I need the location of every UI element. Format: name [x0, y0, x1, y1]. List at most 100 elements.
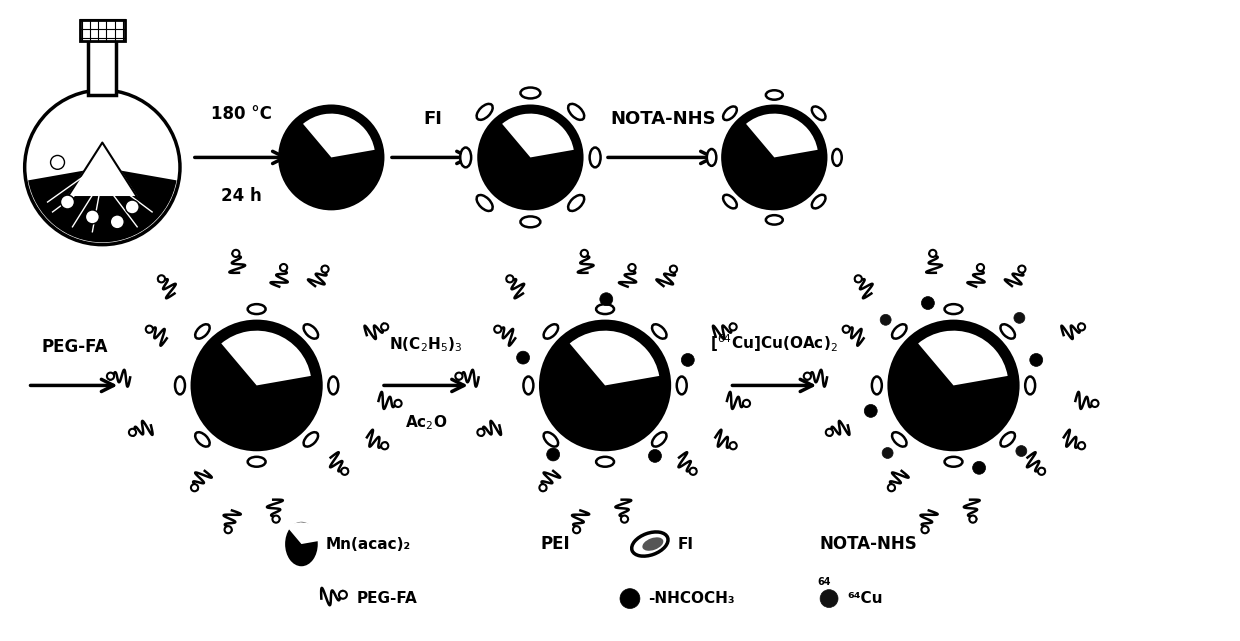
Ellipse shape — [652, 324, 667, 338]
Text: FI: FI — [423, 110, 443, 128]
Circle shape — [880, 314, 892, 325]
Circle shape — [854, 275, 862, 283]
Circle shape — [192, 321, 321, 450]
Circle shape — [743, 400, 750, 407]
Circle shape — [921, 297, 935, 310]
Text: PEG-FA: PEG-FA — [41, 338, 108, 356]
Circle shape — [339, 591, 347, 599]
Circle shape — [729, 323, 737, 331]
Text: Mn₃: Mn₃ — [753, 156, 780, 169]
Ellipse shape — [590, 147, 600, 167]
Circle shape — [729, 442, 737, 449]
Ellipse shape — [642, 537, 663, 551]
Text: Mn(acac)₂: Mn(acac)₂ — [325, 537, 410, 551]
Text: Mn₃: Mn₃ — [510, 156, 536, 169]
Circle shape — [1018, 265, 1025, 272]
Wedge shape — [746, 113, 817, 158]
Ellipse shape — [460, 147, 471, 167]
Ellipse shape — [476, 104, 492, 120]
Text: Mn₃: Mn₃ — [579, 385, 611, 399]
Circle shape — [129, 429, 136, 436]
Wedge shape — [288, 522, 322, 544]
Wedge shape — [502, 113, 574, 158]
Text: ⁶⁴Cu: ⁶⁴Cu — [847, 591, 883, 606]
Circle shape — [495, 326, 501, 333]
Wedge shape — [29, 167, 176, 242]
Text: Ac$_2$O: Ac$_2$O — [404, 413, 448, 432]
Circle shape — [681, 353, 694, 367]
Ellipse shape — [568, 104, 584, 120]
Circle shape — [341, 468, 348, 475]
Circle shape — [580, 250, 588, 257]
Circle shape — [110, 215, 124, 229]
Ellipse shape — [723, 195, 737, 208]
Circle shape — [723, 106, 826, 209]
Ellipse shape — [1001, 432, 1016, 447]
Wedge shape — [303, 113, 374, 158]
Circle shape — [843, 326, 849, 333]
Ellipse shape — [892, 432, 906, 447]
Circle shape — [621, 515, 627, 522]
Circle shape — [1078, 442, 1085, 449]
Ellipse shape — [523, 376, 533, 394]
Ellipse shape — [195, 432, 210, 447]
Ellipse shape — [945, 304, 962, 314]
Ellipse shape — [329, 376, 339, 394]
Text: 64: 64 — [817, 577, 831, 587]
Ellipse shape — [1001, 324, 1016, 338]
Circle shape — [477, 429, 485, 436]
Text: Mn₃: Mn₃ — [231, 385, 263, 399]
Circle shape — [191, 484, 198, 491]
Text: -NHCOCH₃: -NHCOCH₃ — [647, 591, 734, 606]
Circle shape — [972, 462, 986, 474]
Circle shape — [455, 372, 463, 379]
Ellipse shape — [304, 324, 319, 338]
Circle shape — [573, 526, 580, 533]
Ellipse shape — [476, 195, 492, 211]
Circle shape — [51, 156, 64, 169]
Text: Mn₃: Mn₃ — [928, 385, 960, 399]
Circle shape — [517, 351, 529, 364]
Circle shape — [107, 372, 114, 379]
Wedge shape — [569, 331, 660, 385]
Circle shape — [224, 526, 232, 533]
Text: PEI: PEI — [541, 535, 570, 553]
Ellipse shape — [723, 106, 737, 120]
Circle shape — [394, 400, 402, 407]
Ellipse shape — [872, 376, 882, 394]
Ellipse shape — [248, 304, 265, 314]
Ellipse shape — [707, 149, 717, 166]
Ellipse shape — [1025, 376, 1035, 394]
Circle shape — [600, 293, 613, 306]
Circle shape — [1014, 312, 1025, 323]
Text: 24 h: 24 h — [221, 187, 262, 205]
Circle shape — [1016, 445, 1027, 456]
Ellipse shape — [596, 304, 614, 314]
Circle shape — [882, 447, 893, 458]
Circle shape — [25, 90, 180, 245]
Circle shape — [1038, 468, 1045, 475]
Circle shape — [381, 442, 388, 449]
Ellipse shape — [766, 90, 782, 100]
Circle shape — [1029, 353, 1043, 367]
Circle shape — [273, 515, 279, 522]
Circle shape — [479, 106, 582, 209]
Circle shape — [125, 200, 139, 214]
Circle shape — [541, 321, 670, 450]
Ellipse shape — [304, 432, 319, 447]
Ellipse shape — [543, 324, 558, 338]
Circle shape — [61, 195, 74, 209]
Circle shape — [889, 321, 1018, 450]
Circle shape — [804, 372, 811, 379]
Circle shape — [280, 264, 288, 271]
Wedge shape — [918, 331, 1008, 385]
Circle shape — [888, 484, 895, 491]
Ellipse shape — [677, 376, 687, 394]
Text: NOTA-NHS: NOTA-NHS — [820, 535, 916, 553]
Circle shape — [381, 323, 388, 331]
Text: PEG-FA: PEG-FA — [356, 591, 417, 606]
Ellipse shape — [652, 432, 667, 447]
Circle shape — [1091, 400, 1099, 407]
Circle shape — [321, 265, 329, 272]
Circle shape — [146, 326, 153, 333]
